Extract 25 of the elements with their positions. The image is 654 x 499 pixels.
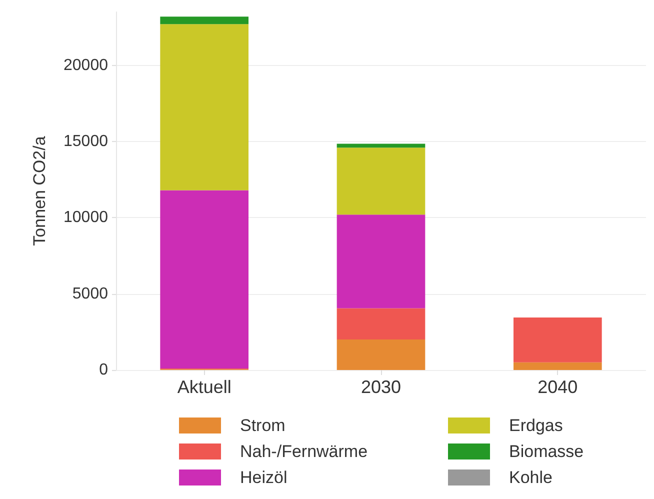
y-tick-label: 0 <box>99 362 108 378</box>
bar <box>336 144 426 148</box>
bar <box>160 24 248 190</box>
bar <box>336 214 426 308</box>
x-tick-label: 2040 <box>538 377 578 397</box>
legend-label: Kohle <box>509 468 552 487</box>
legend-label: Strom <box>240 416 286 435</box>
bar <box>336 340 426 370</box>
legend-label: Erdgas <box>509 416 563 435</box>
y-tick-label: 20000 <box>64 56 108 74</box>
x-tick-label: Aktuell <box>177 377 232 397</box>
x-tick-label: 2030 <box>360 377 402 397</box>
legend-label: Heizöl <box>240 468 288 487</box>
y-tick-label: 10000 <box>64 209 108 226</box>
y-axis-title: Tonnen CO2/a <box>30 136 49 246</box>
y-tick-label: 15000 <box>64 132 108 150</box>
bar <box>336 308 426 340</box>
bar <box>160 190 248 368</box>
legend-label: Biomasse <box>509 442 584 461</box>
legend-label: Nah-/Fernwärme <box>240 442 368 461</box>
bar <box>514 317 602 362</box>
y-tick-label: 5000 <box>72 285 108 302</box>
bar <box>514 362 602 370</box>
bar <box>160 16 248 24</box>
bar <box>336 148 426 215</box>
